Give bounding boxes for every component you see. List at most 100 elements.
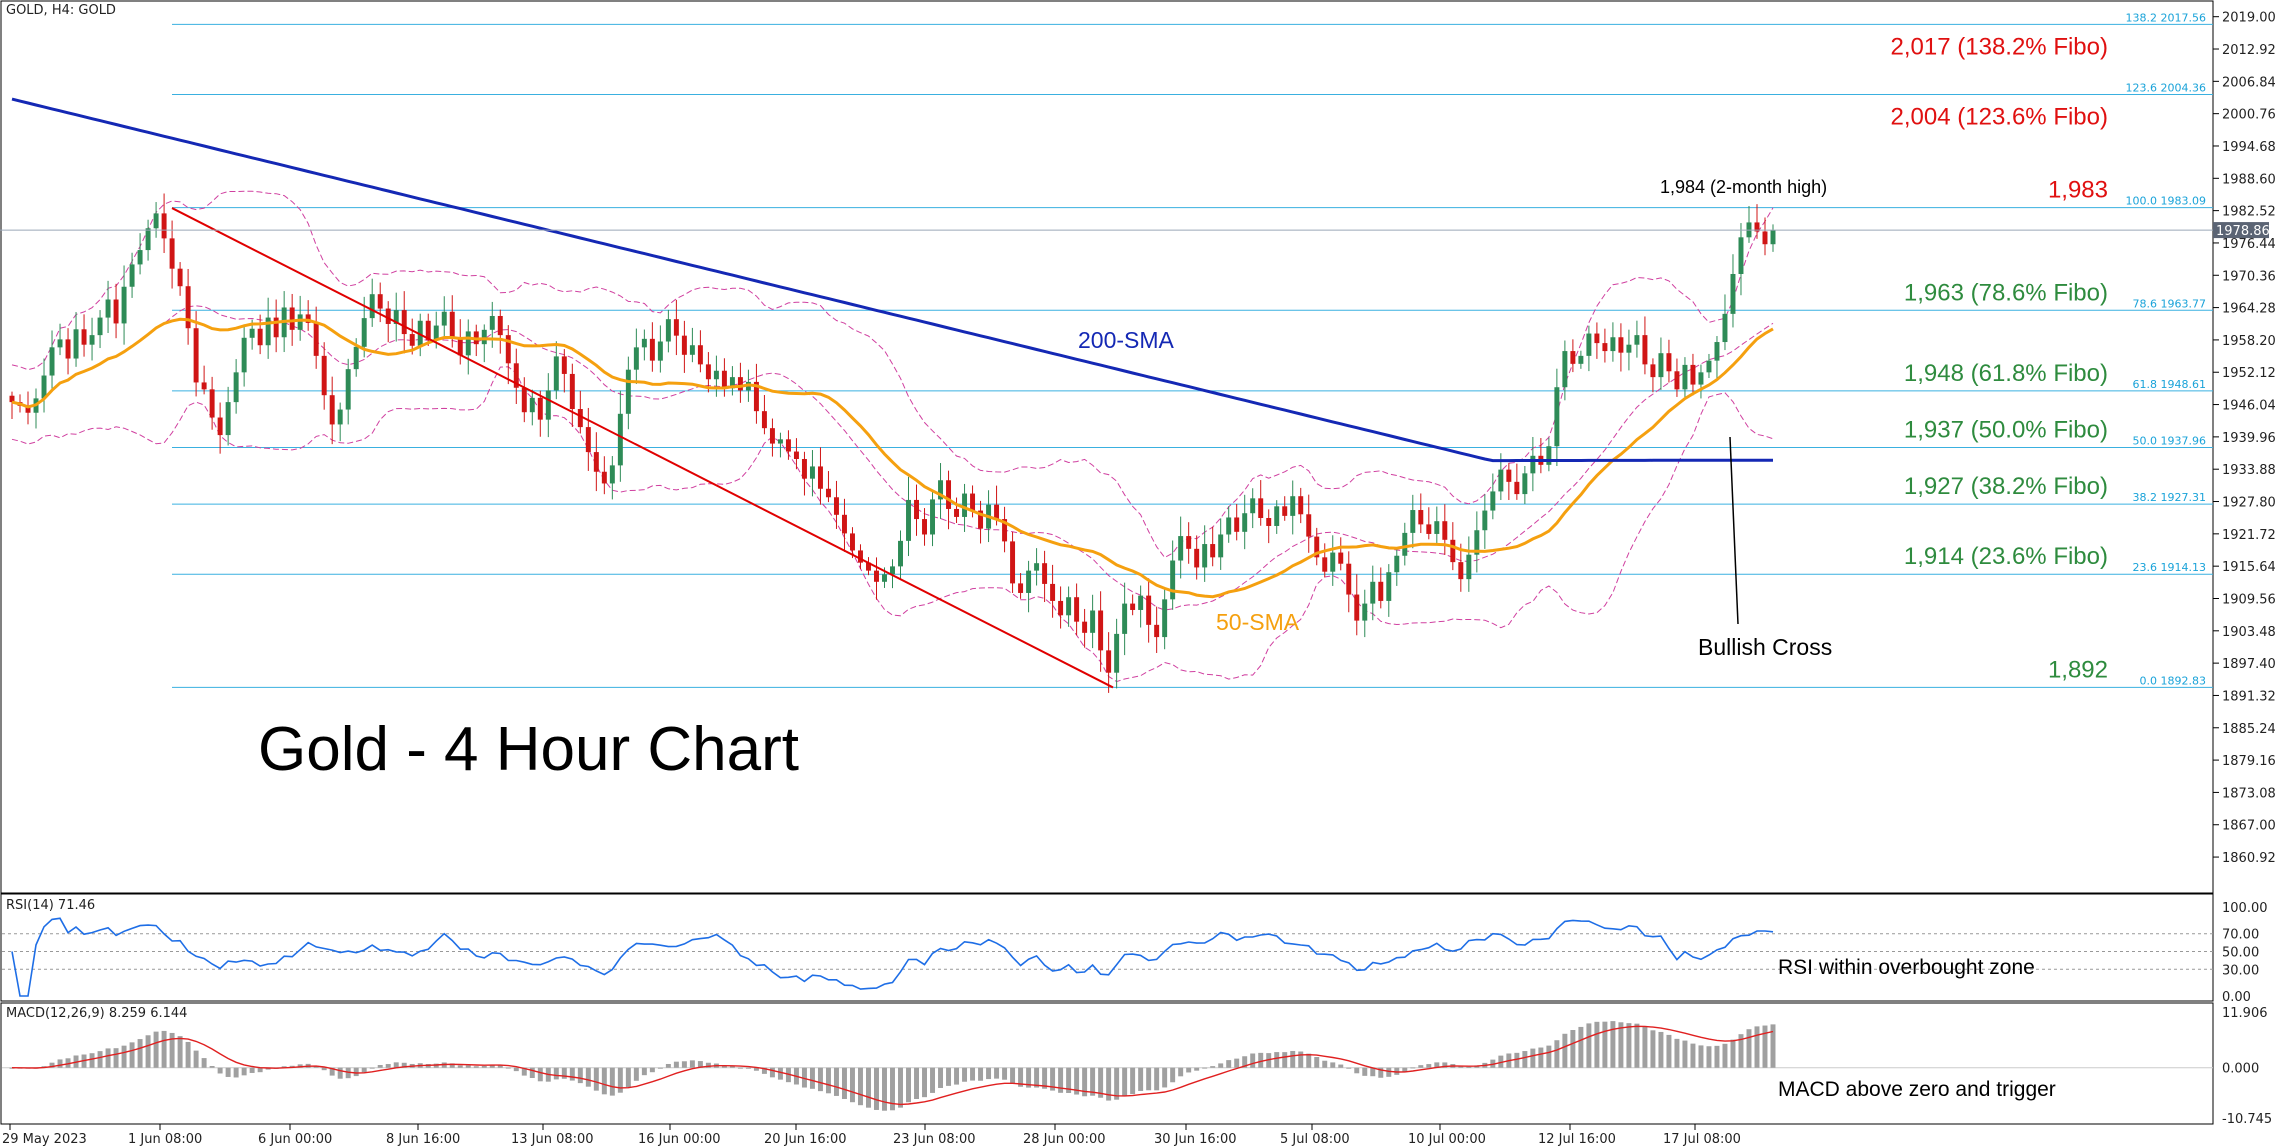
candle-body	[321, 355, 327, 396]
price-axis-label: 1927.80	[2222, 496, 2275, 511]
candle-body	[922, 519, 927, 535]
macd-histogram-bar	[946, 1067, 952, 1086]
candlesticks	[9, 193, 1776, 693]
candle-body	[729, 377, 735, 389]
rsi-panel[interactable]	[0, 893, 2214, 1002]
macd-layer: 11.906 0.000 -10.745	[2, 1006, 2272, 1127]
candle-body	[185, 286, 191, 329]
candle-body	[1770, 230, 1776, 245]
high-note: 1,984 (2-month high)	[1660, 177, 1827, 197]
candle-body	[1578, 355, 1584, 364]
fibo-annotation: 1,983	[2048, 177, 2108, 204]
candle-body	[1530, 455, 1536, 474]
candle-body	[1130, 603, 1136, 610]
candle-body	[1562, 351, 1568, 388]
candle-body	[1226, 517, 1232, 535]
macd-histogram-bar	[177, 1036, 183, 1068]
macd-histogram-bar	[65, 1058, 71, 1068]
fibo-level-label: 123.6 2004.36	[2126, 82, 2206, 95]
macd-histogram-bar	[1434, 1062, 1440, 1068]
time-axis-label: 17 Jul 08:00	[1663, 1132, 1741, 1147]
macd-histogram-bar	[497, 1065, 503, 1068]
time-axis-label: 28 Jun 00:00	[1023, 1132, 1106, 1147]
candle-body	[105, 299, 111, 318]
fibo-level-label: 61.8 1948.61	[2133, 378, 2206, 391]
axis-labels: 2019.00 2012.92 2006.84 2000.76 1994.68 1988.…	[0, 11, 2275, 1147]
candle-body	[625, 369, 631, 414]
macd-histogram-bar	[1730, 1039, 1736, 1068]
macd-histogram-bar	[761, 1067, 767, 1074]
candle-body	[713, 370, 719, 380]
candle-body	[1394, 555, 1400, 573]
bollinger-bands	[11, 190, 1774, 683]
macd-histogram-bar	[1394, 1067, 1400, 1075]
macd-histogram-bar	[601, 1067, 607, 1095]
macd-histogram-bar	[769, 1067, 775, 1078]
macd-histogram-bar	[1602, 1021, 1608, 1068]
macd-histogram-bar	[1282, 1052, 1288, 1068]
macd-panel[interactable]	[0, 1002, 2214, 1125]
price-axis-label: 1915.64	[2222, 560, 2275, 575]
candle-body	[1514, 481, 1520, 495]
candle-body	[65, 339, 71, 359]
candle-body	[1554, 387, 1560, 447]
bollinger-upper	[11, 190, 1774, 559]
time-axis-label: 16 Jun 00:00	[638, 1132, 721, 1147]
candle-body	[1642, 335, 1648, 365]
macd-histogram-bar	[185, 1041, 191, 1068]
candle-body	[1066, 597, 1072, 616]
macd-histogram-bar	[1042, 1067, 1048, 1089]
candle-body	[657, 341, 663, 361]
macd-histogram-bar	[986, 1067, 992, 1080]
fibo-level-label: 78.6 1963.77	[2133, 297, 2206, 310]
candle-body	[1434, 521, 1440, 534]
candle-body	[753, 381, 759, 412]
candle-body	[177, 268, 183, 287]
macd-histogram-bar	[890, 1067, 895, 1111]
candle-body	[849, 533, 855, 551]
candle-body	[946, 480, 952, 509]
fibo-level-label: 138.2 2017.56	[2126, 11, 2206, 24]
rsi-axis-label: 50.00	[2222, 946, 2259, 961]
price-axis-label: 1897.40	[2222, 657, 2275, 672]
time-axis-label: 23 Jun 08:00	[893, 1132, 976, 1147]
candle-body	[1002, 519, 1008, 542]
candle-body	[1682, 364, 1688, 390]
macd-histogram-bar	[841, 1067, 847, 1099]
rsi-axis-label: 100.00	[2222, 901, 2268, 916]
candle-body	[721, 370, 727, 389]
macd-histogram-bar	[361, 1067, 367, 1073]
candle-body	[1602, 343, 1608, 352]
price-panel[interactable]	[0, 0, 2214, 894]
macd-histogram-bar	[1290, 1050, 1296, 1068]
macd-histogram-bar	[1514, 1052, 1520, 1068]
candle-body	[1754, 222, 1760, 232]
macd-histogram-bar	[1330, 1062, 1336, 1068]
macd-histogram-bar	[201, 1058, 207, 1068]
candle-body	[890, 566, 895, 575]
candle-body	[153, 213, 159, 229]
macd-histogram-bar	[1130, 1067, 1136, 1095]
current-price-tag	[2213, 222, 2269, 239]
candle-body	[137, 250, 143, 265]
candle-body	[1522, 473, 1528, 495]
time-axis-label: 20 Jun 16:00	[764, 1132, 847, 1147]
candle-body	[1594, 333, 1600, 344]
macd-histogram-bar	[1522, 1051, 1528, 1068]
candle-body	[641, 338, 647, 348]
macd-histogram-bar	[1058, 1067, 1064, 1093]
macd-histogram-bar	[1314, 1057, 1320, 1068]
macd-histogram-bar	[1498, 1055, 1504, 1068]
macd-histogram-bar	[537, 1067, 543, 1082]
candle-body	[1490, 491, 1496, 511]
candle-body	[1402, 532, 1408, 556]
macd-histogram-bar	[113, 1048, 119, 1068]
candle-body	[1474, 530, 1480, 555]
macd-histogram-bar	[1194, 1067, 1200, 1071]
candle-body	[1570, 351, 1576, 364]
candle-body	[1282, 506, 1288, 516]
price-axis-label: 2019.00	[2222, 11, 2275, 26]
rsi-axis-label: 0.00	[2222, 990, 2251, 1005]
macd-histogram-bar	[1706, 1046, 1712, 1068]
